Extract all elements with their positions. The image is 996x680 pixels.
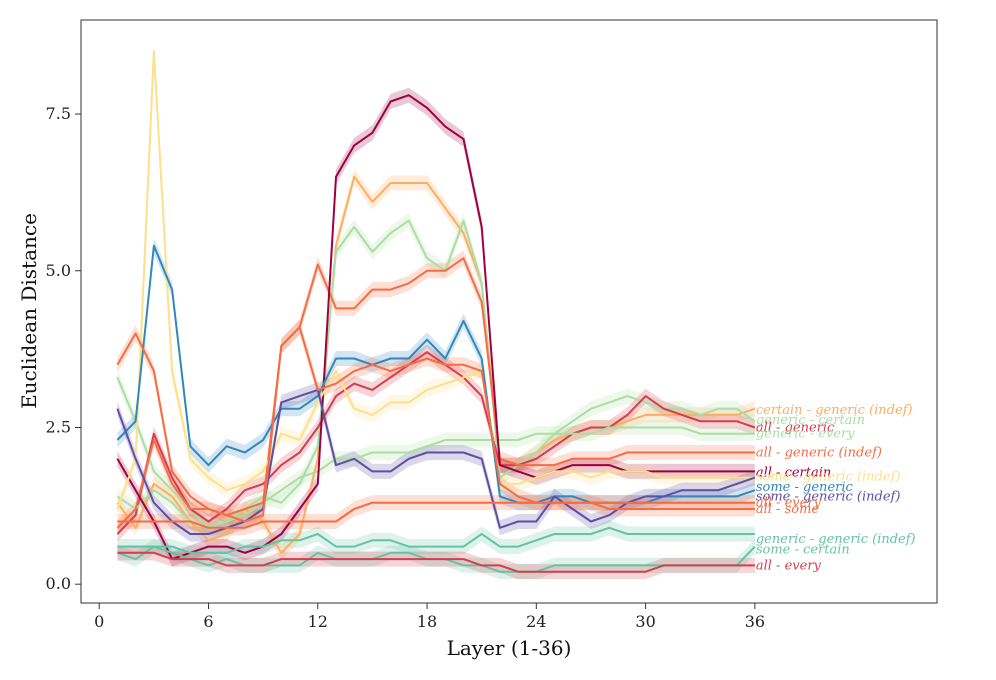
series-line-10: [117, 501, 755, 529]
series-label-1: generic - certain: [756, 413, 865, 428]
y-tick-label-1: 2.5: [46, 417, 71, 436]
series-line-13: [117, 551, 755, 573]
series-label-3: generic - every: [756, 427, 855, 442]
x-tick-label-1: 6: [203, 612, 213, 631]
series-label-13: all - every: [756, 558, 822, 573]
series-label-7: some - generic: [756, 480, 854, 495]
plot-panel: [80, 19, 938, 604]
series-label-5: all - certain: [756, 466, 831, 481]
series-line-2: [116, 351, 756, 535]
series-line-8: [116, 388, 756, 535]
series-label-4: all - generic (indef): [756, 446, 882, 461]
x-tick-label-3: 18: [417, 612, 437, 631]
series-label-9: all - every: [756, 496, 822, 511]
y-axis: 0.0 2.5 5.0 7.5: [46, 104, 81, 593]
x-tick-label-0: 0: [94, 612, 104, 631]
y-tick-label-2: 5.0: [46, 261, 71, 280]
series-label-10: all - some: [756, 502, 820, 517]
series-line-0: [116, 175, 756, 554]
series-label-0: certain - generic (indef): [756, 403, 913, 418]
series-label-11: generic - generic (indef): [756, 532, 916, 547]
series-band-11: [117, 520, 755, 561]
x-tick-label-2: 12: [308, 612, 328, 631]
series-label-12: some - certain: [756, 543, 850, 558]
y-axis-title: Euclidean Distance: [17, 213, 41, 409]
series-band-8: [117, 382, 755, 542]
y-tick-label-0: 0.0: [46, 574, 71, 593]
series-line-9: [116, 326, 755, 523]
series-line-3: [116, 426, 755, 529]
series-label-8: some - generic (indef): [756, 489, 901, 504]
x-tick-label-5: 30: [635, 612, 655, 631]
series-band-1: [117, 213, 755, 536]
x-axis: 0 6 12 18 24 30 36: [94, 603, 765, 631]
x-axis-title: Layer (1-36): [447, 636, 572, 660]
series-labels: certain - generic (indef)generic - certa…: [756, 403, 916, 573]
x-tick-label-6: 36: [745, 612, 765, 631]
series-label-2: all - generic: [756, 420, 835, 435]
series-lines: [116, 50, 756, 573]
y-tick-label-3: 7.5: [46, 104, 71, 123]
series-line-11: [117, 526, 755, 554]
x-tick-label-4: 24: [526, 612, 546, 631]
series-line-6: [116, 50, 755, 510]
series-label-6: some - generic (indef): [756, 469, 901, 484]
series-line-7: [116, 244, 756, 504]
